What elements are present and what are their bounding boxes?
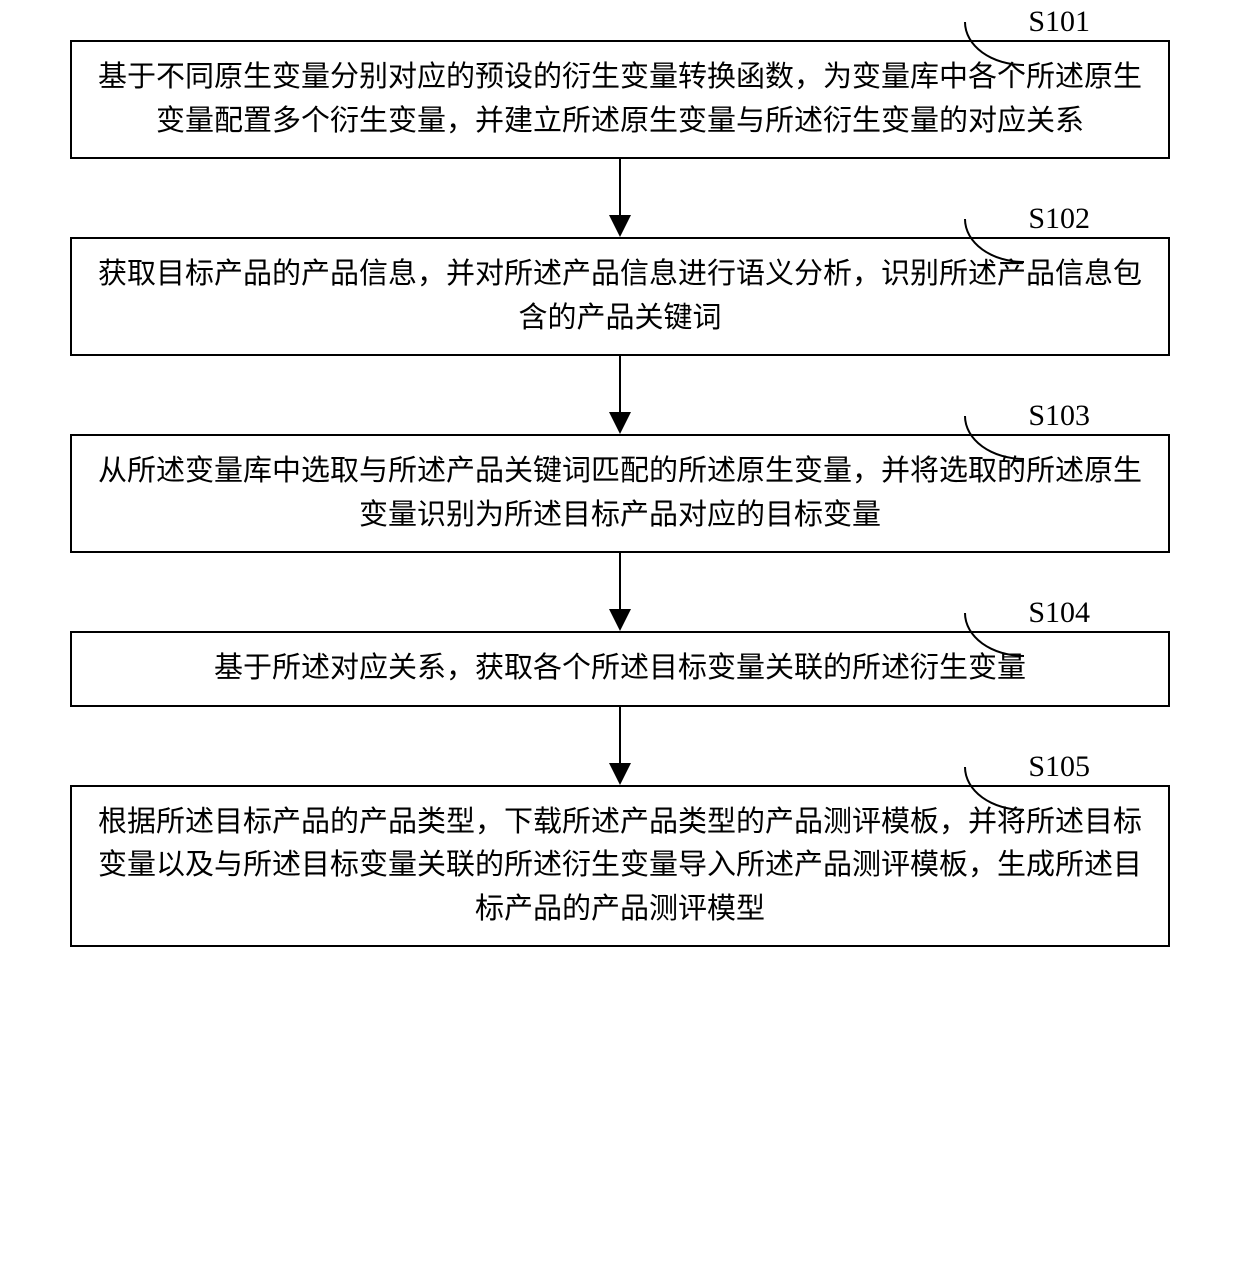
step-id-label: S101 <box>1028 5 1090 39</box>
step-text: 获取目标产品的产品信息，并对所述产品信息进行语义分析，识别所述产品信息包含的产品… <box>98 258 1142 334</box>
flowchart-step: S105 根据所述目标产品的产品类型，下载所述产品类型的产品测评模板，并将所述目… <box>70 785 1170 948</box>
arrow-line <box>619 553 622 611</box>
step-id-label: S103 <box>1028 399 1090 433</box>
flowchart-step: S104 基于所述对应关系，获取各个所述目标变量关联的所述衍生变量 <box>70 631 1170 707</box>
arrow-head <box>609 412 631 434</box>
step-label-wrap: S103 <box>964 396 1090 440</box>
step-label-wrap: S104 <box>964 593 1090 637</box>
step-text: 基于不同原生变量分别对应的预设的衍生变量转换函数，为变量库中各个所述原生变量配置… <box>98 61 1142 137</box>
arrow-line <box>619 356 622 414</box>
step-id-label: S104 <box>1028 596 1090 630</box>
step-text: 从所述变量库中选取与所述产品关键词匹配的所述原生变量，并将选取的所述原生变量识别… <box>98 455 1142 531</box>
flowchart-container: S101 基于不同原生变量分别对应的预设的衍生变量转换函数，为变量库中各个所述原… <box>70 40 1170 947</box>
flowchart-step: S103 从所述变量库中选取与所述产品关键词匹配的所述原生变量，并将选取的所述原… <box>70 434 1170 553</box>
flowchart-step: S101 基于不同原生变量分别对应的预设的衍生变量转换函数，为变量库中各个所述原… <box>70 40 1170 159</box>
arrow-line <box>619 707 622 765</box>
step-id-label: S102 <box>1028 202 1090 236</box>
step-label-wrap: S102 <box>964 199 1090 243</box>
step-id-label: S105 <box>1028 750 1090 784</box>
step-text: 基于所述对应关系，获取各个所述目标变量关联的所述衍生变量 <box>214 652 1026 684</box>
arrow-head <box>609 763 631 785</box>
step-label-wrap: S105 <box>964 747 1090 791</box>
arrow-head <box>609 215 631 237</box>
arrow-line <box>619 159 622 217</box>
step-label-wrap: S101 <box>964 2 1090 46</box>
arrow-head <box>609 609 631 631</box>
step-text: 根据所述目标产品的产品类型，下载所述产品类型的产品测评模板，并将所述目标变量以及… <box>98 806 1142 925</box>
flowchart-step: S102 获取目标产品的产品信息，并对所述产品信息进行语义分析，识别所述产品信息… <box>70 237 1170 356</box>
